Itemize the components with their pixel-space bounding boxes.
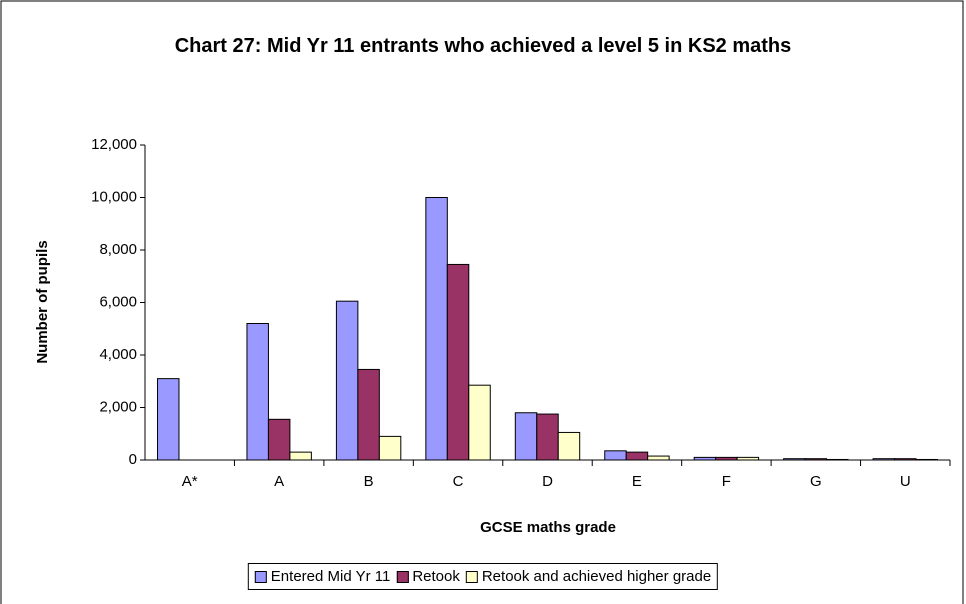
x-tick-label: C	[453, 473, 464, 490]
bar	[604, 450, 627, 461]
y-tick-label: 12,000	[91, 136, 137, 153]
legend-label: Entered Mid Yr 11	[270, 568, 391, 585]
bar	[647, 455, 670, 461]
bar	[468, 384, 491, 461]
bar	[536, 413, 559, 461]
bar	[736, 456, 760, 461]
bar	[157, 378, 180, 461]
legend-item: Retook	[396, 568, 460, 585]
bar	[446, 263, 470, 461]
bar	[378, 435, 402, 461]
bar	[289, 451, 312, 461]
x-axis-label: GCSE maths grade	[480, 519, 616, 536]
bar	[915, 458, 938, 461]
y-tick-label: 4,000	[99, 346, 137, 363]
bar	[693, 456, 717, 461]
legend-label: Retook and achieved higher grade	[481, 568, 712, 585]
bar	[894, 458, 917, 461]
bar	[872, 458, 896, 461]
x-tick-label: G	[810, 473, 822, 490]
bar	[246, 323, 269, 461]
x-tick-label: D	[542, 473, 553, 490]
legend-item: Entered Mid Yr 11	[254, 568, 391, 585]
x-tick-label: A	[274, 473, 284, 490]
bar	[625, 451, 649, 461]
bar	[804, 458, 828, 461]
chart-title: Chart 27: Mid Yr 11 entrants who achieve…	[174, 35, 792, 57]
y-tick-label: 0	[129, 451, 137, 468]
bar	[267, 418, 291, 461]
legend-swatch	[465, 570, 478, 583]
x-tick-label: E	[632, 473, 642, 490]
bar	[715, 456, 738, 461]
x-tick-label: U	[900, 473, 911, 490]
bar	[514, 412, 538, 461]
bar	[357, 368, 380, 461]
legend-swatch	[396, 570, 409, 583]
bar	[783, 458, 806, 461]
legend-swatch	[254, 570, 267, 583]
y-axis-label: Number of pupils	[34, 240, 51, 363]
x-tick-label: A*	[182, 473, 198, 490]
bar	[425, 197, 448, 461]
legend-item: Retook and achieved higher grade	[465, 568, 712, 585]
bar	[557, 431, 581, 461]
bar	[826, 458, 849, 461]
legend: Entered Mid Yr 11 Retook Retook and achiev…	[247, 563, 719, 590]
x-tick-label: F	[722, 473, 731, 490]
y-tick-label: 2,000	[99, 398, 137, 415]
y-tick-label: 10,000	[91, 188, 137, 205]
x-tick-label: B	[364, 473, 374, 490]
y-tick-label: 6,000	[99, 293, 137, 310]
y-tick-label: 8,000	[99, 241, 137, 258]
bar	[335, 300, 359, 461]
legend-label: Retook	[412, 568, 460, 585]
